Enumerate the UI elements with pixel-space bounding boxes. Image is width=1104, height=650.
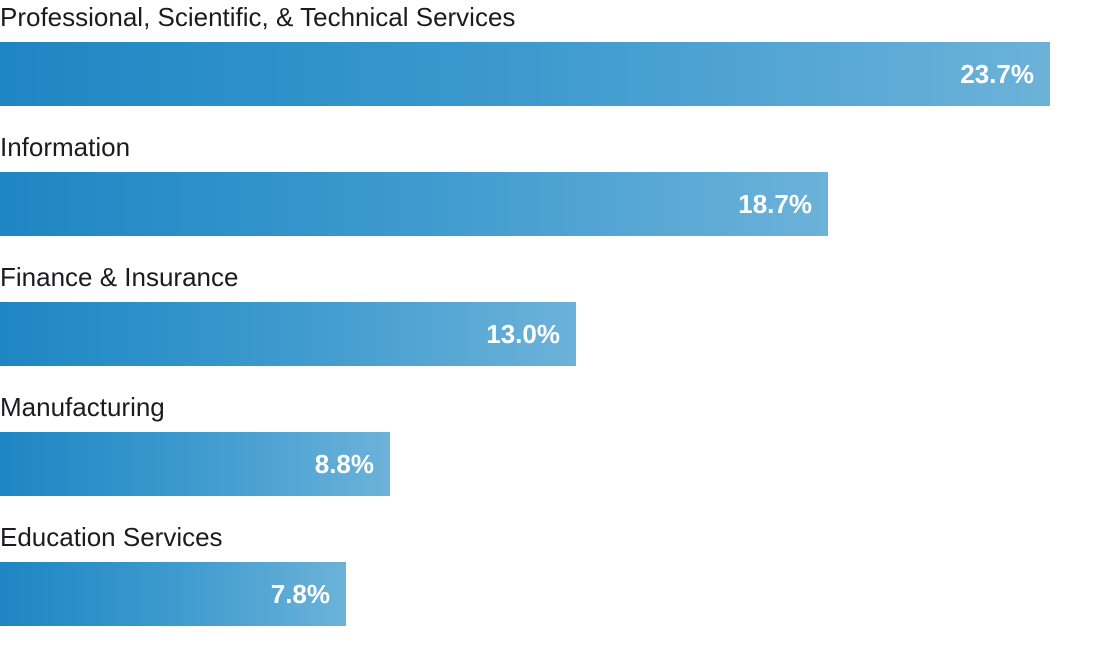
value-label: 8.8%: [314, 449, 374, 479]
horizontal-bar-chart: Professional, Scientific, & Technical Se…: [0, 0, 1104, 626]
category-label: Finance & Insurance: [0, 262, 239, 292]
value-label: 13.0%: [486, 319, 560, 349]
value-label: 23.7%: [960, 59, 1034, 89]
category-label: Manufacturing: [0, 392, 165, 422]
bar: 7.8%: [0, 562, 346, 626]
bar-row: Information 18.7%: [0, 130, 1104, 260]
bar-row: Education Services 7.8%: [0, 520, 1104, 650]
bar: 23.7%: [0, 42, 1050, 106]
value-label: 7.8%: [270, 579, 330, 609]
bar: 18.7%: [0, 172, 828, 236]
bar: 13.0%: [0, 302, 576, 366]
bar: 8.8%: [0, 432, 390, 496]
bar-row: Finance & Insurance 13.0%: [0, 260, 1104, 390]
bar-row: Manufacturing 8.8%: [0, 390, 1104, 520]
category-label: Professional, Scientific, & Technical Se…: [0, 2, 516, 32]
bar-row: Professional, Scientific, & Technical Se…: [0, 0, 1104, 130]
category-label: Education Services: [0, 522, 223, 552]
category-label: Information: [0, 132, 131, 162]
value-label: 18.7%: [738, 189, 812, 219]
